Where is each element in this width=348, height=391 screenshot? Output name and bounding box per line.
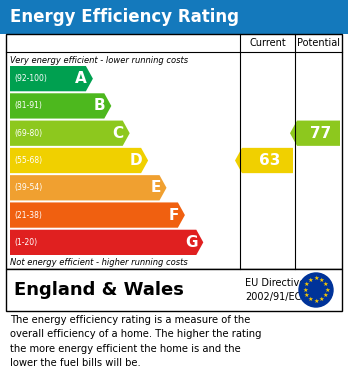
Polygon shape: [10, 120, 130, 146]
Text: ★: ★: [324, 287, 330, 292]
Polygon shape: [10, 203, 185, 228]
Text: England & Wales: England & Wales: [14, 281, 184, 299]
Text: ★: ★: [323, 282, 329, 287]
Polygon shape: [10, 230, 203, 255]
Text: ★: ★: [308, 278, 313, 283]
Polygon shape: [10, 148, 148, 173]
Text: (1-20): (1-20): [14, 238, 37, 247]
Text: F: F: [168, 208, 179, 222]
Text: E: E: [150, 180, 160, 195]
Text: (92-100): (92-100): [14, 74, 47, 83]
Text: (21-38): (21-38): [14, 211, 42, 220]
Text: (39-54): (39-54): [14, 183, 42, 192]
Text: ★: ★: [323, 293, 329, 298]
Text: 77: 77: [310, 126, 331, 141]
Text: ★: ★: [303, 293, 309, 298]
Text: Very energy efficient - lower running costs: Very energy efficient - lower running co…: [10, 56, 188, 65]
Text: D: D: [129, 153, 142, 168]
Polygon shape: [10, 93, 111, 118]
Text: ★: ★: [319, 278, 324, 283]
Text: (55-68): (55-68): [14, 156, 42, 165]
Text: ★: ★: [319, 297, 324, 302]
Bar: [6, 269, 342, 311]
Bar: [6, 34, 342, 269]
Text: (69-80): (69-80): [14, 129, 42, 138]
Polygon shape: [10, 175, 166, 201]
Polygon shape: [235, 148, 293, 173]
Text: EU Directive
2002/91/EC: EU Directive 2002/91/EC: [245, 278, 305, 301]
Polygon shape: [290, 120, 340, 146]
Text: Current: Current: [249, 38, 286, 48]
Text: ★: ★: [313, 299, 319, 303]
Text: G: G: [185, 235, 197, 250]
Text: ★: ★: [308, 297, 313, 302]
Text: ★: ★: [303, 282, 309, 287]
Text: ★: ★: [313, 276, 319, 282]
Text: The energy efficiency rating is a measure of the
overall efficiency of a home. T: The energy efficiency rating is a measur…: [10, 315, 261, 368]
Polygon shape: [10, 66, 93, 91]
Bar: [0, 0, 348, 34]
Text: C: C: [112, 126, 124, 141]
Text: 63: 63: [259, 153, 280, 168]
Text: A: A: [75, 71, 87, 86]
Text: Energy Efficiency Rating: Energy Efficiency Rating: [10, 8, 239, 26]
Text: B: B: [94, 99, 105, 113]
Text: (81-91): (81-91): [14, 101, 42, 110]
Text: Not energy efficient - higher running costs: Not energy efficient - higher running co…: [10, 258, 188, 267]
Text: ★: ★: [302, 287, 308, 292]
Text: Potential: Potential: [297, 38, 340, 48]
Circle shape: [299, 273, 333, 307]
